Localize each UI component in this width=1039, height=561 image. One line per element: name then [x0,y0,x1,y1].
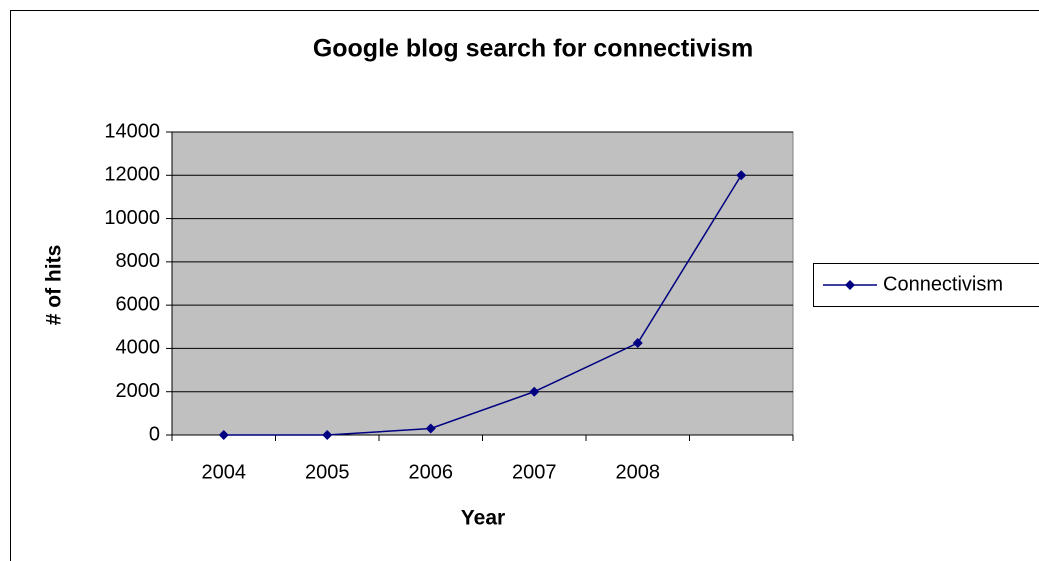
plot-area [171,131,794,436]
x-tick-label: 2005 [305,461,350,483]
y-tick-label: 2000 [116,380,161,402]
x-tick-label: 2007 [512,461,557,483]
data-point [322,430,333,440]
series-line [223,174,742,436]
x-tick-label: 2008 [616,461,661,483]
y-tick-label: 14000 [104,120,160,142]
x-tick-label: 2006 [409,461,454,483]
y-tick-label: 10000 [104,207,160,229]
chart-title: Google blog search for connectivism [313,35,753,63]
data-point [632,338,643,349]
legend-marker [845,280,855,290]
y-axis-label: # of hits [43,245,66,326]
y-tick-label: 4000 [116,337,161,359]
legend-label: Connectivism [883,273,1003,295]
y-tick-label: 8000 [116,250,161,272]
data-point [529,386,540,397]
data-point [218,430,229,440]
y-tick-label: 0 [149,423,160,445]
x-tick-label: 2004 [202,461,247,483]
y-tick-label: 12000 [104,164,160,186]
x-axis-label: Year [461,507,505,530]
data-point [736,170,747,181]
data-point [425,423,436,434]
y-tick-label: 6000 [116,293,161,315]
